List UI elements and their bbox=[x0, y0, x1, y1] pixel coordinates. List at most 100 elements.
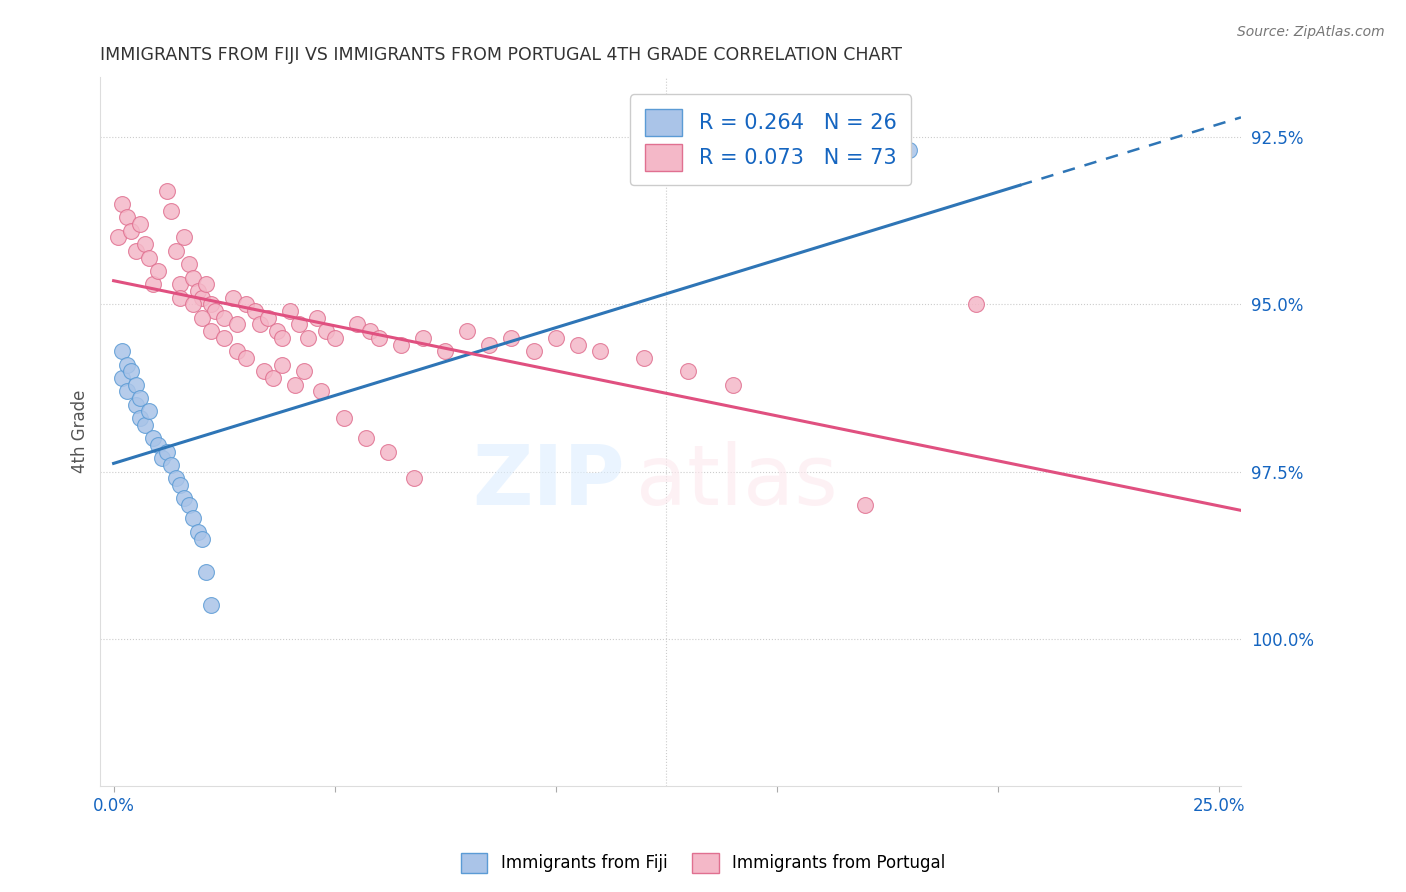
Point bbox=[359, 324, 381, 338]
Point bbox=[146, 264, 169, 278]
Point bbox=[204, 304, 226, 318]
Text: ZIP: ZIP bbox=[472, 441, 626, 522]
Point bbox=[284, 377, 307, 392]
Text: Source: ZipAtlas.com: Source: ZipAtlas.com bbox=[1237, 25, 1385, 39]
Point bbox=[107, 230, 129, 244]
Point bbox=[115, 211, 138, 225]
Point bbox=[120, 224, 142, 238]
Point bbox=[853, 498, 876, 512]
Point bbox=[129, 411, 152, 425]
Point bbox=[120, 364, 142, 378]
Point bbox=[243, 304, 266, 318]
Point bbox=[222, 291, 245, 305]
Text: IMMIGRANTS FROM FIJI VS IMMIGRANTS FROM PORTUGAL 4TH GRADE CORRELATION CHART: IMMIGRANTS FROM FIJI VS IMMIGRANTS FROM … bbox=[100, 46, 903, 64]
Point bbox=[249, 318, 271, 332]
Point bbox=[160, 458, 183, 472]
Point bbox=[332, 411, 354, 425]
Point bbox=[150, 451, 173, 466]
Point bbox=[354, 431, 377, 445]
Point bbox=[165, 471, 187, 485]
Point bbox=[270, 331, 292, 345]
Point bbox=[235, 351, 257, 365]
Point bbox=[181, 297, 204, 311]
Point bbox=[377, 444, 399, 458]
Point bbox=[111, 197, 134, 211]
Point bbox=[138, 251, 160, 265]
Point bbox=[567, 337, 589, 351]
Point bbox=[191, 532, 214, 546]
Point bbox=[633, 351, 655, 365]
Point bbox=[235, 297, 257, 311]
Point bbox=[160, 203, 183, 218]
Point bbox=[305, 310, 328, 325]
Point bbox=[434, 344, 457, 359]
Point bbox=[125, 377, 148, 392]
Point bbox=[195, 565, 218, 579]
Point bbox=[270, 358, 292, 372]
Point bbox=[898, 144, 921, 158]
Point bbox=[226, 344, 249, 359]
Point bbox=[523, 344, 546, 359]
Point bbox=[297, 331, 319, 345]
Point bbox=[187, 284, 209, 298]
Point bbox=[177, 257, 200, 271]
Point bbox=[315, 324, 337, 338]
Point bbox=[311, 384, 333, 399]
Point bbox=[177, 498, 200, 512]
Point bbox=[195, 277, 218, 292]
Point bbox=[404, 471, 426, 485]
Point bbox=[156, 444, 179, 458]
Point bbox=[173, 230, 195, 244]
Point bbox=[257, 310, 280, 325]
Point bbox=[111, 344, 134, 359]
Point bbox=[181, 270, 204, 285]
Point bbox=[173, 491, 195, 506]
Text: atlas: atlas bbox=[637, 441, 838, 522]
Point bbox=[169, 291, 191, 305]
Point bbox=[142, 277, 165, 292]
Point bbox=[262, 371, 284, 385]
Point bbox=[115, 358, 138, 372]
Point bbox=[323, 331, 346, 345]
Point bbox=[280, 304, 302, 318]
Point bbox=[156, 184, 179, 198]
Point bbox=[129, 217, 152, 231]
Point bbox=[292, 364, 315, 378]
Point bbox=[288, 318, 311, 332]
Point bbox=[367, 331, 389, 345]
Point bbox=[226, 318, 249, 332]
Point bbox=[115, 384, 138, 399]
Point bbox=[200, 599, 222, 613]
Point bbox=[346, 318, 368, 332]
Point bbox=[478, 337, 501, 351]
Point bbox=[212, 331, 235, 345]
Point bbox=[169, 478, 191, 492]
Point bbox=[678, 364, 700, 378]
Legend: Immigrants from Fiji, Immigrants from Portugal: Immigrants from Fiji, Immigrants from Po… bbox=[454, 847, 952, 880]
Point bbox=[544, 331, 567, 345]
Point bbox=[253, 364, 276, 378]
Y-axis label: 4th Grade: 4th Grade bbox=[72, 390, 89, 473]
Point bbox=[187, 524, 209, 539]
Legend: R = 0.264   N = 26, R = 0.073   N = 73: R = 0.264 N = 26, R = 0.073 N = 73 bbox=[630, 95, 911, 186]
Point bbox=[125, 244, 148, 258]
Point bbox=[129, 391, 152, 405]
Point bbox=[721, 377, 744, 392]
Point bbox=[138, 404, 160, 418]
Point bbox=[266, 324, 288, 338]
Point bbox=[191, 310, 214, 325]
Point bbox=[181, 511, 204, 525]
Point bbox=[134, 417, 156, 432]
Point bbox=[111, 371, 134, 385]
Point bbox=[200, 297, 222, 311]
Point bbox=[134, 237, 156, 252]
Point bbox=[191, 291, 214, 305]
Point bbox=[212, 310, 235, 325]
Point bbox=[456, 324, 478, 338]
Point bbox=[165, 244, 187, 258]
Point bbox=[589, 344, 612, 359]
Point bbox=[200, 324, 222, 338]
Point bbox=[146, 438, 169, 452]
Point bbox=[965, 297, 987, 311]
Point bbox=[412, 331, 434, 345]
